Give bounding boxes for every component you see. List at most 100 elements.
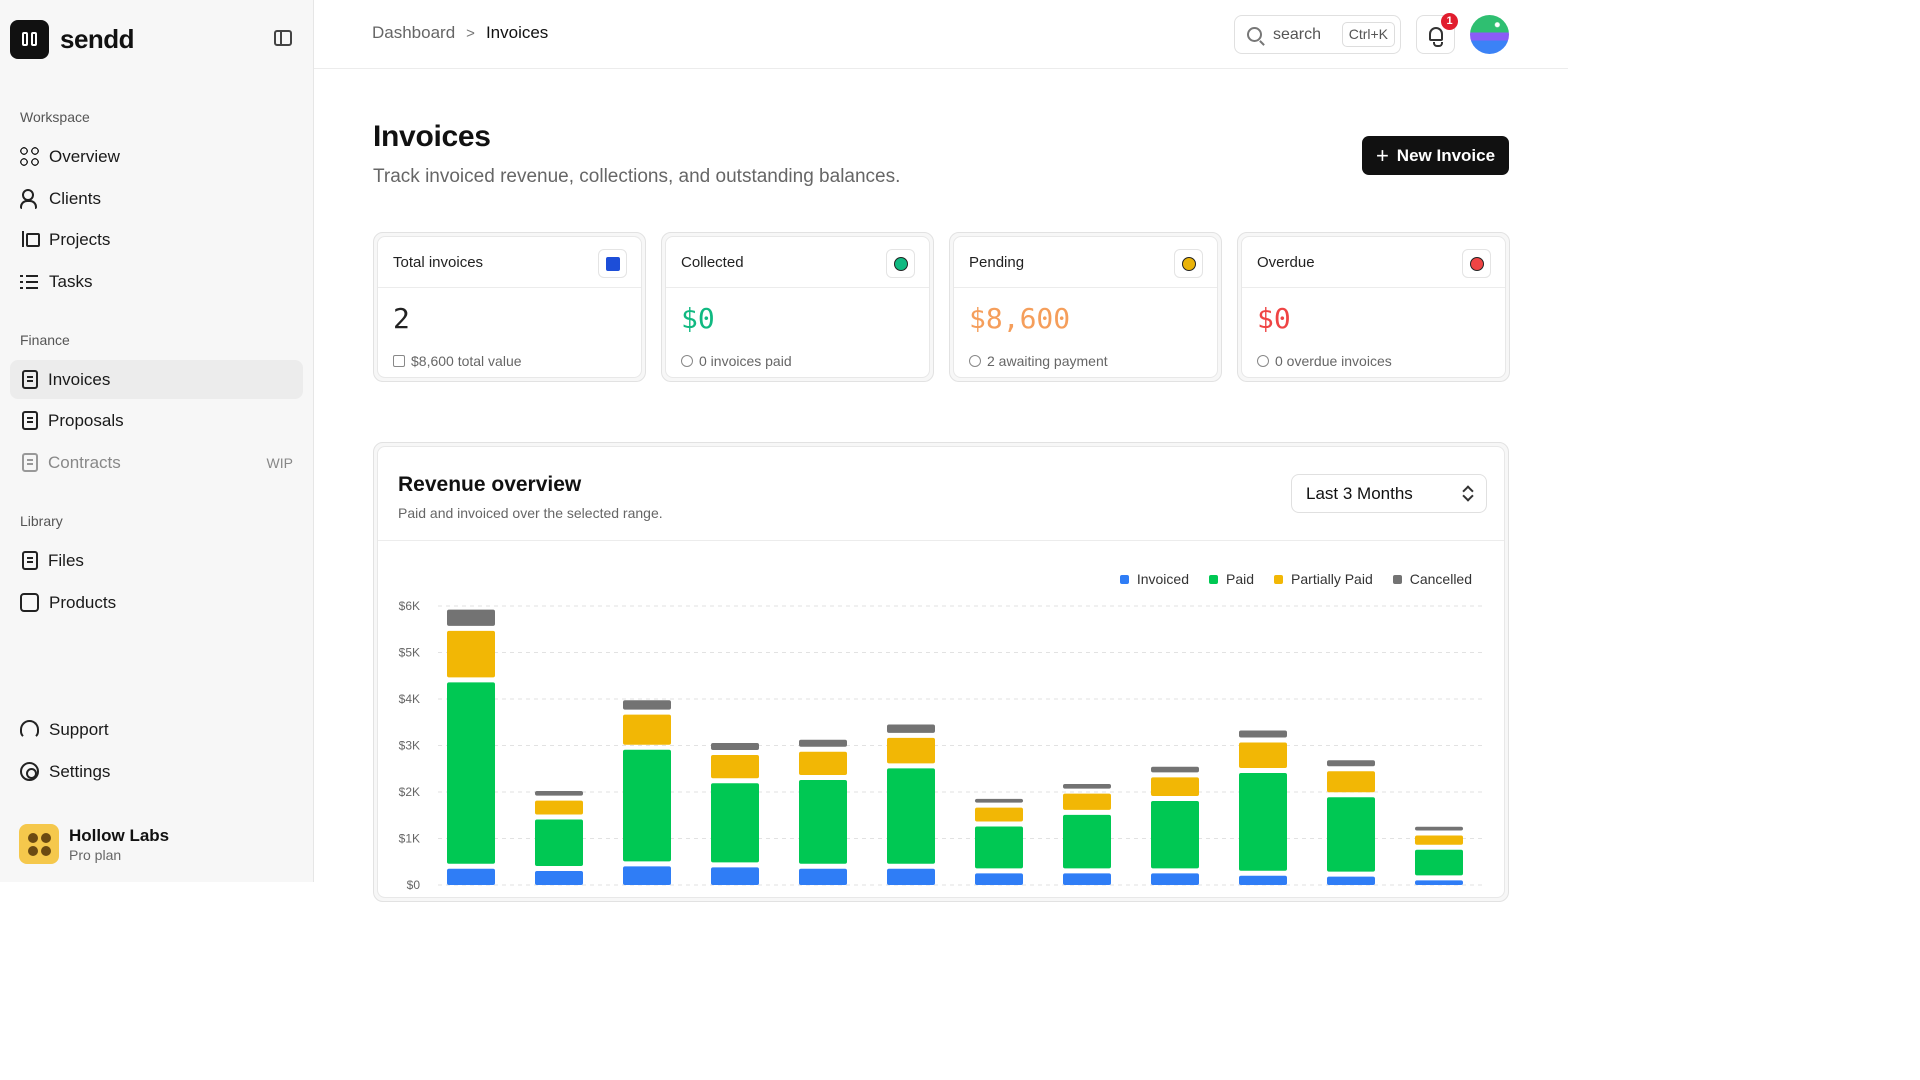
sidebar-item-proposals[interactable]: Proposals [10, 401, 303, 440]
chevron-right-icon: > [466, 24, 475, 42]
bar-partially-paid[interactable] [623, 714, 671, 745]
legend-cancelled[interactable]: Cancelled [1392, 571, 1472, 587]
avatar[interactable] [1470, 15, 1509, 54]
sidebar-item-settings[interactable]: Settings [10, 752, 303, 791]
sidebar-item-files[interactable]: Files [10, 541, 303, 580]
stat-card-overdue: Overdue $0 0 overdue invoices [1237, 232, 1510, 382]
bar-cancelled[interactable] [1327, 760, 1375, 767]
bar-cancelled[interactable] [1063, 783, 1111, 789]
bar-paid[interactable] [623, 749, 671, 862]
bar-cancelled[interactable] [711, 743, 759, 751]
bar-partially-paid[interactable] [1151, 777, 1199, 796]
sidebar-item-contracts[interactable]: Contracts WIP [10, 443, 303, 482]
stat-label: Total invoices [378, 237, 641, 288]
bar-partially-paid[interactable] [711, 755, 759, 779]
bar-invoiced[interactable] [1151, 873, 1199, 885]
notifications-button[interactable]: 1 [1416, 13, 1458, 54]
workspace-name: Hollow Labs [69, 825, 170, 845]
sidebar-item-support[interactable]: Support [10, 710, 303, 749]
bar-partially-paid[interactable] [1327, 771, 1375, 793]
chart-legend: Invoiced Paid Partially Paid Cancelled [1100, 571, 1472, 587]
breadcrumb-invoices: Invoices [485, 23, 549, 42]
clock-icon [1174, 249, 1203, 278]
stat-label: Overdue [1242, 237, 1505, 288]
sidebar-item-tasks[interactable]: Tasks [10, 262, 303, 301]
bar-invoiced[interactable] [799, 868, 847, 885]
bar-invoiced[interactable] [711, 867, 759, 885]
sidebar-item-projects[interactable]: Projects [10, 220, 303, 259]
stat-foot: 2 awaiting payment [987, 353, 1108, 369]
gear-icon [20, 762, 39, 781]
bar-paid[interactable] [447, 682, 495, 864]
topbar: Dashboard > Invoices search Ctrl+K 1 [314, 0, 1568, 69]
sidebar: sendd Workspace Overview Clients Project… [0, 0, 314, 882]
bar-paid[interactable] [535, 819, 583, 867]
bar-invoiced[interactable] [1063, 873, 1111, 885]
bar-partially-paid[interactable] [975, 807, 1023, 822]
bar-partially-paid[interactable] [799, 751, 847, 776]
bar-invoiced[interactable] [887, 868, 935, 885]
legend-paid[interactable]: Paid [1209, 571, 1254, 587]
bar-partially-paid[interactable] [447, 630, 495, 678]
bar-cancelled[interactable] [447, 609, 495, 626]
bar-cancelled[interactable] [535, 790, 583, 796]
workspace-switcher[interactable]: Hollow Labs Pro plan [19, 822, 299, 866]
stat-foot: 0 invoices paid [699, 353, 792, 369]
bar-cancelled[interactable] [975, 798, 1023, 803]
users-icon [20, 189, 39, 209]
headset-icon [20, 720, 39, 739]
brand-row: sendd [10, 19, 300, 59]
range-select[interactable]: Last 3 Months [1291, 474, 1487, 513]
bar-invoiced[interactable] [1239, 875, 1287, 885]
bar-partially-paid[interactable] [1239, 742, 1287, 769]
bar-cancelled[interactable] [1415, 826, 1463, 831]
project-tree-icon [20, 230, 40, 249]
new-invoice-button[interactable]: + New Invoice [1362, 136, 1509, 175]
bar-partially-paid[interactable] [535, 800, 583, 815]
bar-paid[interactable] [1063, 814, 1111, 869]
bar-cancelled[interactable] [799, 739, 847, 747]
page-title: Invoices [373, 120, 491, 153]
bar-cancelled[interactable] [1151, 766, 1199, 773]
notification-badge: 1 [1441, 13, 1458, 30]
bar-paid[interactable] [799, 780, 847, 864]
brand-logo-icon[interactable] [10, 19, 49, 59]
bar-paid[interactable] [1151, 800, 1199, 869]
breadcrumb-dashboard[interactable]: Dashboard [372, 23, 456, 42]
invoice-icon [22, 370, 38, 389]
sidebar-item-invoices[interactable]: Invoices [10, 360, 303, 399]
bar-invoiced[interactable] [623, 866, 671, 885]
workspace-logo-icon [19, 824, 59, 864]
check-icon [681, 355, 693, 367]
bar-invoiced[interactable] [1327, 876, 1375, 885]
y-tick-label: $4K [399, 692, 420, 706]
sidebar-item-products[interactable]: Products [10, 583, 303, 622]
bar-invoiced[interactable] [975, 873, 1023, 885]
revenue-chart: $6K $5K $4K $3K $2K $1K $0 [399, 599, 1482, 892]
bar-invoiced[interactable] [535, 871, 583, 885]
bar-paid[interactable] [1415, 849, 1463, 876]
bar-paid[interactable] [1239, 773, 1287, 871]
y-tick-label: $2K [399, 785, 420, 799]
bar-cancelled[interactable] [1239, 730, 1287, 738]
bar-cancelled[interactable] [623, 700, 671, 710]
bar-invoiced[interactable] [447, 868, 495, 885]
bar-paid[interactable] [887, 768, 935, 864]
bar-cancelled[interactable] [887, 724, 935, 733]
sidebar-toggle-icon[interactable] [274, 30, 292, 46]
legend-partially-paid[interactable]: Partially Paid [1274, 571, 1373, 587]
bar-paid[interactable] [711, 783, 759, 863]
sidebar-item-clients[interactable]: Clients [10, 179, 303, 218]
bar-invoiced[interactable] [1415, 880, 1463, 885]
plus-icon: + [1375, 142, 1389, 168]
legend-invoiced[interactable]: Invoiced [1119, 571, 1189, 587]
bar-partially-paid[interactable] [887, 737, 935, 764]
bar-paid[interactable] [975, 826, 1023, 869]
search-placeholder: search [1273, 25, 1322, 43]
bar-partially-paid[interactable] [1063, 793, 1111, 810]
bar-paid[interactable] [1327, 797, 1375, 872]
sidebar-item-overview[interactable]: Overview [10, 137, 303, 176]
stat-foot: 0 overdue invoices [1275, 353, 1392, 369]
bar-partially-paid[interactable] [1415, 835, 1463, 845]
search-input[interactable]: search Ctrl+K [1234, 15, 1401, 54]
